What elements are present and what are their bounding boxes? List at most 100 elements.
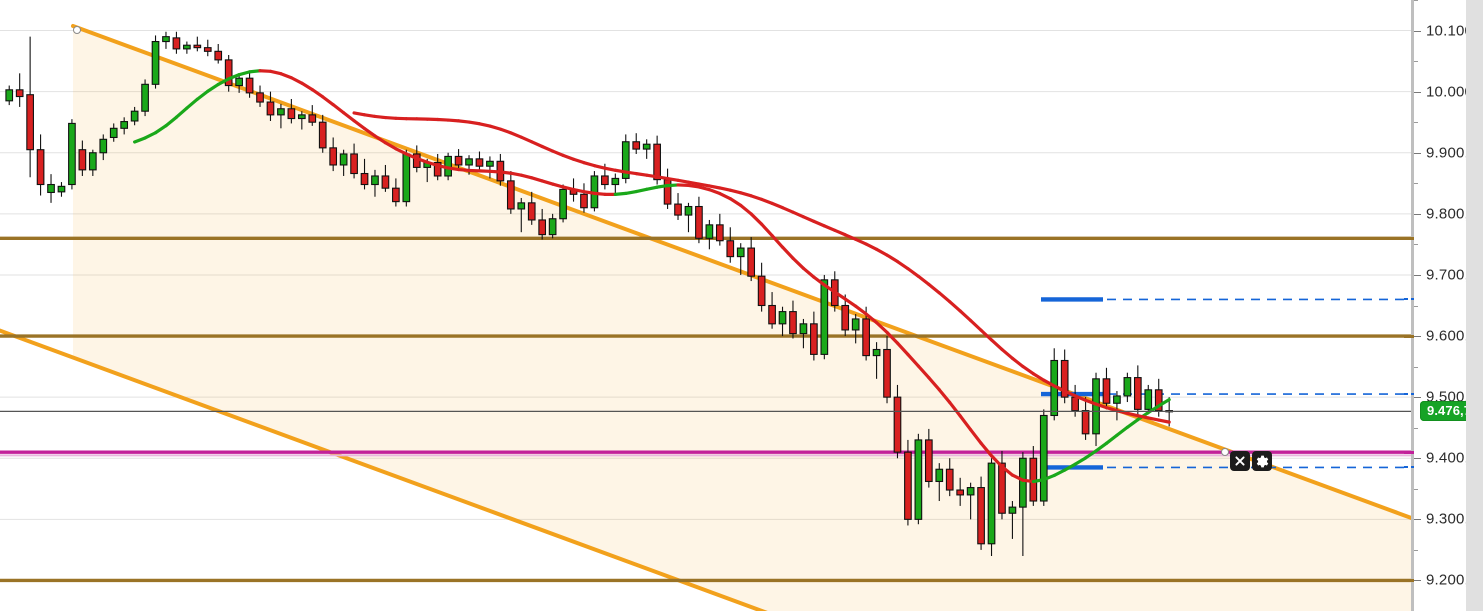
moving-average-segment	[477, 122, 492, 128]
candle-body	[277, 108, 285, 116]
candle-body	[339, 153, 348, 166]
candle-body	[465, 158, 473, 166]
moving-average-segment	[822, 283, 837, 294]
candle-body	[214, 50, 223, 61]
moving-average-segment	[969, 428, 983, 445]
moving-average-segment	[582, 190, 597, 195]
candle-body	[99, 138, 108, 154]
moving-average-segment	[645, 185, 659, 191]
moving-average-segment	[519, 173, 534, 180]
candle-body	[810, 323, 818, 355]
candle-body	[318, 121, 327, 149]
moving-average-segment	[885, 330, 900, 345]
moving-average-segment	[1157, 418, 1171, 424]
candle-body	[904, 451, 912, 520]
axis-tick-label: 9.700,0	[1426, 266, 1478, 284]
candle-body	[611, 177, 620, 186]
candle-body	[956, 489, 965, 496]
moving-average-segment	[645, 173, 659, 179]
moving-average-segment	[321, 95, 335, 107]
moving-average-segment	[686, 180, 701, 186]
moving-average-segment	[760, 222, 774, 238]
candle-body	[1133, 377, 1142, 410]
moving-average-segment	[1063, 462, 1077, 472]
moving-average-segment	[1157, 397, 1171, 408]
candle-body	[1019, 457, 1027, 508]
axis-blue-level-mark	[1404, 297, 1414, 300]
axis-tick	[1414, 336, 1421, 338]
axis-tick	[1414, 519, 1421, 521]
channel-start-handle[interactable]	[73, 26, 81, 34]
moving-average-segment	[519, 135, 534, 144]
moving-average-segment	[979, 441, 994, 458]
moving-average-segment	[1073, 456, 1088, 466]
moving-average-segment	[1125, 418, 1140, 429]
chart-plot-area[interactable]	[0, 0, 1411, 611]
candle-body	[642, 143, 651, 150]
candle-body	[350, 153, 358, 175]
moving-average-segment	[446, 166, 461, 172]
moving-average-segment	[1010, 473, 1025, 482]
candle-body	[820, 279, 829, 355]
moving-average-segment	[561, 185, 576, 192]
candle-body	[287, 108, 296, 120]
axis-level-mark	[1404, 236, 1414, 240]
moving-average-segment	[780, 206, 795, 214]
moving-average-segment	[436, 117, 450, 122]
moving-average-segment	[362, 126, 377, 138]
moving-average-segment	[1042, 473, 1056, 482]
candle-body	[1102, 378, 1111, 404]
candle-body	[966, 487, 975, 496]
moving-average-segment	[133, 136, 147, 144]
moving-average-segment	[1031, 478, 1046, 484]
moving-average-segment	[624, 170, 638, 176]
moving-average-segment	[770, 233, 785, 249]
close-drawing-button[interactable]	[1230, 451, 1250, 471]
moving-average-segment	[227, 73, 241, 81]
moving-average-segment	[237, 70, 252, 77]
axis-tick	[1414, 91, 1421, 93]
moving-average-segment	[937, 291, 952, 304]
moving-average-segment	[665, 183, 680, 188]
candle-body	[245, 77, 254, 94]
axis-minor-tick	[1414, 366, 1418, 368]
channel-end-handle[interactable]	[1221, 448, 1229, 456]
channel-lower-line	[0, 328, 768, 611]
moving-average-segment	[603, 166, 617, 172]
candle-body	[893, 396, 902, 453]
moving-average-segment	[989, 454, 1004, 469]
candle-body	[36, 149, 45, 186]
axis-tick	[1414, 30, 1421, 32]
moving-average-segment	[1083, 449, 1098, 460]
candle-body	[193, 44, 202, 49]
candle-body	[789, 311, 797, 335]
axis-tick	[1414, 213, 1421, 215]
moving-average-segment	[916, 274, 931, 286]
moving-average-segment	[143, 131, 158, 140]
candle-body	[747, 247, 756, 277]
axis-level-mark	[1404, 450, 1414, 454]
moving-average-segment	[697, 182, 711, 188]
moving-average-segment	[331, 103, 346, 115]
moving-average-segment	[1104, 406, 1119, 413]
drawing-settings-button[interactable]	[1252, 451, 1272, 471]
candle-body	[1113, 395, 1121, 404]
moving-average-segment	[1125, 411, 1140, 418]
moving-average-segment	[383, 115, 398, 120]
moving-average-segment	[258, 69, 273, 73]
moving-average-segment	[707, 184, 722, 190]
moving-average-segment	[906, 267, 920, 278]
moving-average-segment	[1094, 441, 1109, 453]
moving-average-segment	[247, 69, 262, 74]
candle-body	[935, 468, 944, 483]
moving-average-segment	[540, 144, 555, 153]
candle-body	[183, 44, 191, 50]
axis-minor-tick	[1414, 122, 1418, 124]
moving-average-segment	[739, 191, 753, 198]
candle-body	[695, 205, 703, 239]
moving-average-segment	[592, 164, 607, 170]
moving-average-segment	[843, 297, 858, 308]
moving-average-segment	[268, 69, 283, 76]
candle-body	[559, 188, 567, 220]
moving-average-segment	[739, 203, 753, 216]
